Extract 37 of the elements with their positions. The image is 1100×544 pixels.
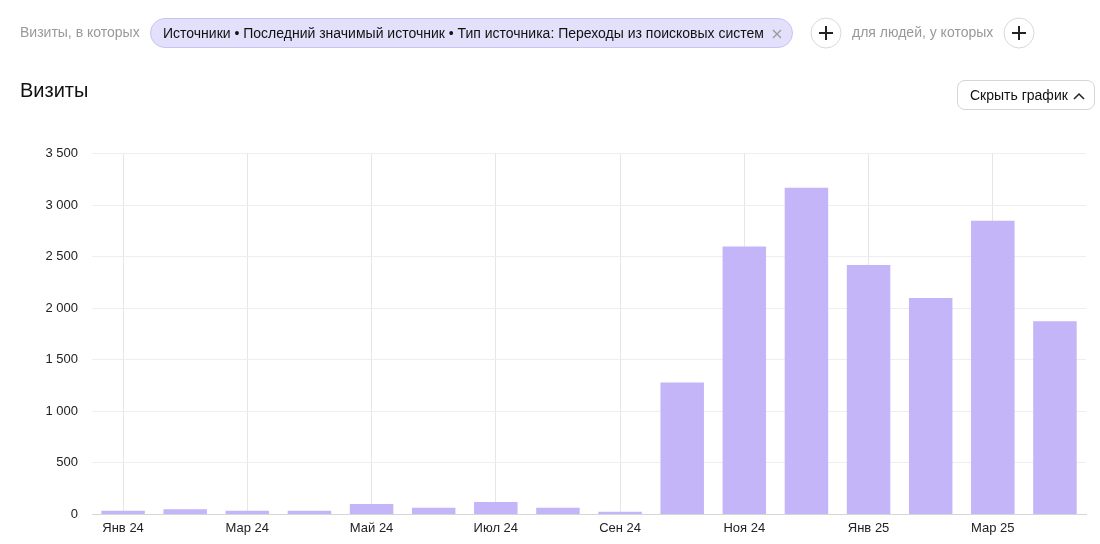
bar bbox=[163, 509, 207, 514]
bar bbox=[846, 265, 891, 514]
bar bbox=[474, 502, 518, 514]
bar bbox=[411, 507, 456, 514]
bar bbox=[598, 511, 642, 514]
bar bbox=[1033, 321, 1077, 514]
x-tick-label: Ноя 24 bbox=[723, 519, 766, 535]
y-tick-label: 2 500 bbox=[45, 248, 78, 264]
x-tick-label: Сен 24 bbox=[599, 519, 641, 535]
chart-title: Визиты bbox=[20, 79, 89, 102]
y-tick-label: 3 000 bbox=[45, 196, 78, 212]
bar bbox=[784, 187, 829, 514]
y-tick-label: 0 bbox=[70, 505, 78, 521]
x-tick-label: Янв 25 bbox=[847, 519, 890, 535]
y-tick-label: 500 bbox=[56, 454, 78, 470]
x-tick-label: Май 24 bbox=[349, 519, 394, 535]
x-tick-label: Мар 25 bbox=[971, 519, 1015, 535]
bar bbox=[225, 510, 270, 514]
x-tick-label: Июл 24 bbox=[473, 519, 519, 535]
bar bbox=[908, 298, 953, 514]
bar bbox=[349, 504, 394, 514]
text: Визиты, в которых bbox=[20, 24, 140, 40]
bar bbox=[101, 510, 145, 514]
bar bbox=[722, 246, 767, 514]
x-tick-label: Мар 24 bbox=[225, 519, 270, 535]
y-tick-label: 2 000 bbox=[45, 299, 78, 315]
text: Источники • Последний значимый источник • Тип источника: Переходы из поисковых систем bbox=[150, 18, 793, 48]
x-tick-label: Янв 24 bbox=[102, 519, 144, 535]
bar bbox=[971, 220, 1015, 514]
y-tick-label: 3 500 bbox=[45, 145, 78, 161]
bar bbox=[660, 382, 704, 514]
text: для людей, у которых bbox=[852, 24, 994, 40]
bar bbox=[536, 507, 580, 514]
bar bbox=[287, 510, 332, 514]
y-tick-label: 1 000 bbox=[45, 402, 78, 418]
y-tick-label: 1 500 bbox=[45, 351, 78, 367]
text: Скрыть график bbox=[957, 80, 1095, 110]
